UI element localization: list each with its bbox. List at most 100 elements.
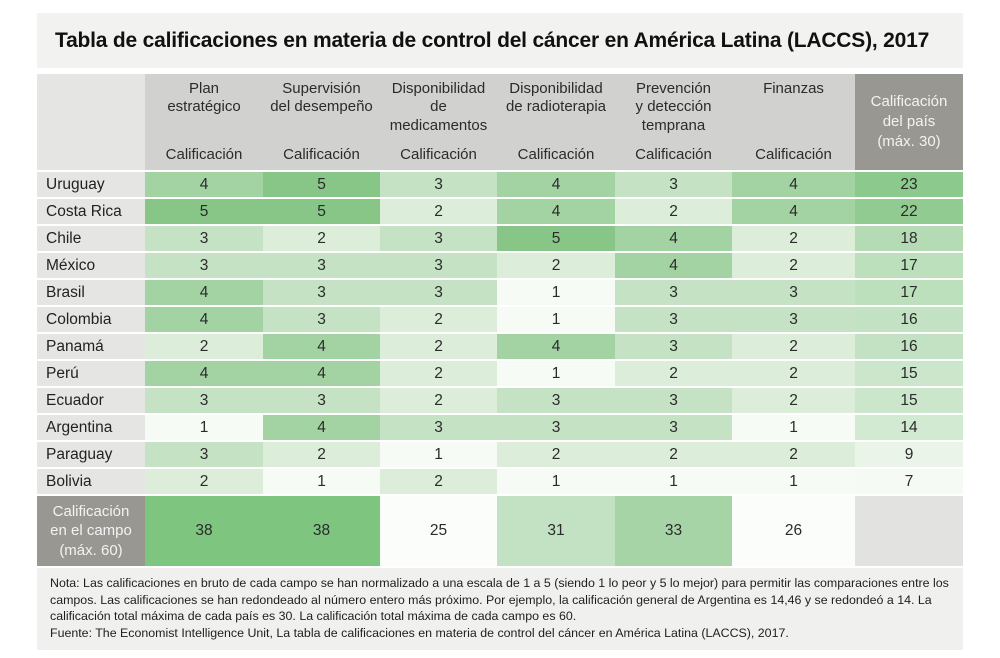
score-cell: 2 [732, 334, 855, 359]
score-cell: 2 [145, 334, 263, 359]
score-cell: 3 [615, 415, 732, 440]
score-cell: 3 [263, 307, 380, 332]
score-cell: 5 [497, 226, 615, 251]
column-subtitle: Calificación [400, 146, 477, 163]
score-cell: 1 [615, 469, 732, 494]
column-subtitle: Calificación [283, 146, 360, 163]
row-label: Colombia [37, 307, 145, 332]
table-row-argentina: Argentina 1 4 3 3 3 1 14 [37, 415, 963, 440]
country-total-cell: 18 [855, 226, 963, 251]
table-row-brasil: Brasil 4 3 3 1 3 3 17 [37, 280, 963, 305]
row-label: México [37, 253, 145, 278]
score-cell: 1 [497, 361, 615, 386]
table-row-panama: Panamá 2 4 2 4 3 2 16 [37, 334, 963, 359]
score-cell: 3 [380, 280, 497, 305]
score-cell: 3 [380, 253, 497, 278]
table-row-peru: Perú 4 4 2 1 2 2 15 [37, 361, 963, 386]
column-header-radioterapia: Disponibilidad de radioterapia Calificac… [497, 74, 615, 170]
score-cell: 3 [145, 388, 263, 413]
field-total-cell: 38 [145, 496, 263, 566]
score-cell: 3 [615, 334, 732, 359]
score-cell: 4 [732, 172, 855, 197]
table-row-colombia: Colombia 4 3 2 1 3 3 16 [37, 307, 963, 332]
score-cell: 2 [497, 442, 615, 467]
score-cell: 3 [380, 415, 497, 440]
column-title: Finanzas [763, 80, 824, 97]
country-total-cell: 14 [855, 415, 963, 440]
score-cell: 2 [263, 442, 380, 467]
score-cell: 3 [380, 226, 497, 251]
score-cell: 4 [615, 226, 732, 251]
score-cell: 3 [497, 388, 615, 413]
field-total-cell: 33 [615, 496, 732, 566]
score-cell: 3 [615, 388, 732, 413]
column-title: Calificación del país (máx. 30) [870, 92, 948, 151]
country-total-cell: 16 [855, 307, 963, 332]
country-total-cell: 16 [855, 334, 963, 359]
country-total-cell: 17 [855, 253, 963, 278]
column-subtitle: Calificación [635, 146, 712, 163]
field-total-cell: 31 [497, 496, 615, 566]
score-cell: 3 [380, 172, 497, 197]
country-total-cell: 17 [855, 280, 963, 305]
country-total-cell: 15 [855, 361, 963, 386]
column-header-supervision: Supervisión del desempeño Calificación [263, 74, 380, 170]
score-cell: 4 [145, 280, 263, 305]
score-cell: 3 [263, 388, 380, 413]
score-cell: 4 [497, 172, 615, 197]
field-total-cell: 26 [732, 496, 855, 566]
page-title: Tabla de calificaciones en materia de co… [55, 28, 930, 52]
score-cell: 2 [380, 334, 497, 359]
field-total-cell: 38 [263, 496, 380, 566]
score-cell: 2 [380, 307, 497, 332]
country-total-header: Calificación del país (máx. 30) [855, 74, 963, 170]
table-row-mexico: México 3 3 3 2 4 2 17 [37, 253, 963, 278]
column-title: Disponibilidad de radioterapia [505, 80, 607, 116]
score-cell: 3 [145, 253, 263, 278]
row-label: Paraguay [37, 442, 145, 467]
field-total-row: Calificación en el campo (máx. 60) 38 38… [37, 496, 963, 566]
column-title: Prevención y detección temprana [635, 80, 712, 134]
column-subtitle: Calificación [165, 146, 243, 163]
column-title: Supervisión del desempeño [270, 80, 373, 116]
table-row-bolivia: Bolivia 2 1 2 1 1 1 7 [37, 469, 963, 494]
table-row-paraguay: Paraguay 3 2 1 2 2 2 9 [37, 442, 963, 467]
score-cell: 1 [497, 307, 615, 332]
score-cell: 2 [380, 469, 497, 494]
table-row-ecuador: Ecuador 3 3 2 3 3 2 15 [37, 388, 963, 413]
table-row-chile: Chile 3 2 3 5 4 2 18 [37, 226, 963, 251]
score-cell: 4 [615, 253, 732, 278]
score-cell: 4 [263, 361, 380, 386]
score-cell: 2 [380, 361, 497, 386]
score-cell: 2 [380, 199, 497, 224]
score-cell: 2 [732, 388, 855, 413]
table-header: Plan estratégico Calificación Supervisió… [37, 74, 963, 170]
score-table: Plan estratégico Calificación Supervisió… [37, 72, 963, 568]
score-cell: 4 [145, 307, 263, 332]
score-cell: 1 [497, 469, 615, 494]
column-subtitle: Calificación [755, 146, 832, 163]
country-total-cell: 15 [855, 388, 963, 413]
row-label: Uruguay [37, 172, 145, 197]
score-cell: 3 [145, 226, 263, 251]
column-header-prevencion: Prevención y detección temprana Califica… [615, 74, 732, 170]
row-label: Panamá [37, 334, 145, 359]
score-cell: 3 [732, 307, 855, 332]
score-cell: 3 [615, 280, 732, 305]
column-title: Disponibilidad de medicamentos [389, 80, 488, 134]
country-total-cell: 23 [855, 172, 963, 197]
score-cell: 2 [615, 199, 732, 224]
score-cell: 3 [263, 280, 380, 305]
column-title: Plan estratégico [167, 80, 241, 116]
score-cell: 2 [732, 442, 855, 467]
score-cell: 3 [615, 172, 732, 197]
score-cell: 4 [145, 361, 263, 386]
header-row: Plan estratégico Calificación Supervisió… [37, 74, 963, 170]
table-row-uruguay: Uruguay 4 5 3 4 3 4 23 [37, 172, 963, 197]
score-cell: 4 [497, 199, 615, 224]
score-cell: 4 [497, 334, 615, 359]
table-body: Uruguay 4 5 3 4 3 4 23 Costa Rica 5 5 2 … [37, 172, 963, 566]
report-panel: Tabla de calificaciones en materia de co… [37, 13, 963, 651]
row-label: Ecuador [37, 388, 145, 413]
score-cell: 2 [732, 226, 855, 251]
